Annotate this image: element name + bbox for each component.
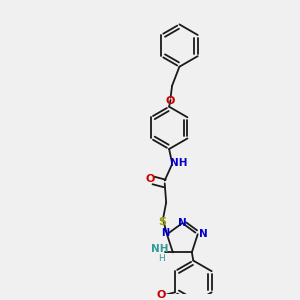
- Text: NH: NH: [170, 158, 187, 168]
- Text: N: N: [199, 229, 207, 239]
- Text: H: H: [159, 254, 165, 263]
- Text: O: O: [156, 290, 166, 300]
- Text: O: O: [165, 96, 175, 106]
- Text: O: O: [146, 174, 155, 184]
- Text: N: N: [161, 228, 169, 238]
- Text: S: S: [158, 217, 166, 226]
- Text: NH: NH: [151, 244, 168, 254]
- Text: N: N: [178, 218, 187, 228]
